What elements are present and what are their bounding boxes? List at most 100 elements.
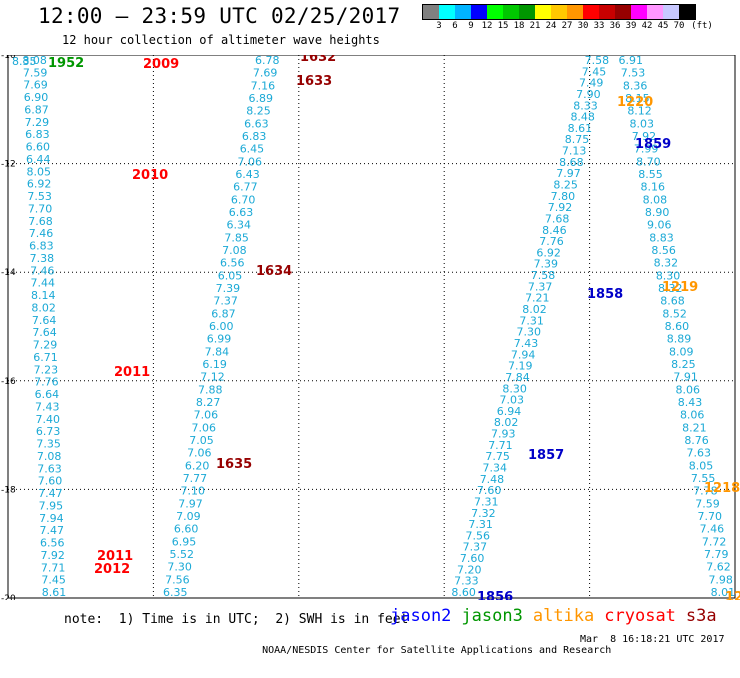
legend-label: 21 xyxy=(529,21,541,31)
pass-time-label: 2009 xyxy=(143,57,179,72)
pass-time-label: 2011 xyxy=(114,365,150,380)
wave-height-value: 8.46 xyxy=(542,224,567,237)
wave-height-value: 8.12 xyxy=(627,105,652,118)
legend-unit: (ft) xyxy=(691,21,713,31)
wave-height-value: 8.25 xyxy=(553,179,578,192)
wave-height-value: 8.61 xyxy=(42,586,67,599)
wave-height-value: 7.93 xyxy=(491,428,516,441)
pass-time-label: 1856 xyxy=(477,590,513,600)
wave-height-value: 7.97 xyxy=(556,167,581,180)
legend-swatch xyxy=(615,5,631,19)
legend-label: 12 xyxy=(481,21,493,31)
wave-height-value: 7.06 xyxy=(238,155,263,168)
wave-height-value: 8.68 xyxy=(660,295,685,308)
wave-height-value: 6.90 xyxy=(24,91,49,104)
credit-source: NOAA/NESDIS Center for Satellite Applica… xyxy=(262,645,612,656)
wave-height-value: 7.60 xyxy=(460,552,485,565)
wave-height-value: 7.35 xyxy=(36,438,61,451)
legend-swatch xyxy=(455,5,471,19)
wave-height-value: 7.71 xyxy=(41,561,66,574)
wave-height-value: 7.08 xyxy=(222,244,247,257)
wave-height-value: 8.48 xyxy=(570,111,595,124)
legend-label: 27 xyxy=(561,21,573,31)
wave-height-value: 7.37 xyxy=(463,541,488,554)
pass-time-label: 2010 xyxy=(132,168,168,183)
wave-height-value: 6.44 xyxy=(26,153,51,166)
wave-height-value: 6.77 xyxy=(233,181,258,194)
wave-height-value: 7.44 xyxy=(31,277,56,290)
wave-height-value: 7.84 xyxy=(505,371,530,384)
legend-label: 42 xyxy=(641,21,653,31)
wave-height-value: 7.69 xyxy=(23,79,48,92)
wave-height-value: 7.78 xyxy=(693,485,718,498)
wave-height-value: 7.45 xyxy=(41,574,66,587)
wave-height-value: 7.91 xyxy=(673,371,698,384)
wave-height-value: 6.87 xyxy=(211,307,236,320)
wave-height-value: 8.90 xyxy=(645,206,670,219)
legend-swatch xyxy=(567,5,583,19)
wave-height-value: 7.84 xyxy=(205,345,230,358)
wave-height-value: 8.32 xyxy=(654,257,679,270)
credit-timestamp: Mar 8 16:18:21 UTC 2017 xyxy=(580,634,725,645)
wave-height-value: 8.70 xyxy=(636,155,661,168)
wave-height-value: 8.08 xyxy=(643,193,668,206)
wave-height-value: 7.45 xyxy=(582,65,607,78)
wave-height-value: 6.73 xyxy=(36,425,61,438)
legend-swatch xyxy=(679,5,695,19)
wave-height-value: 7.79 xyxy=(704,548,729,561)
map-subtitle: 12 hour collection of altimeter wave hei… xyxy=(62,33,380,47)
legend-swatch xyxy=(631,5,647,19)
wave-height-value: 7.09 xyxy=(176,510,201,523)
legend-swatch xyxy=(551,5,567,19)
wave-height-value: 7.70 xyxy=(28,202,53,215)
pass-time-label: 1859 xyxy=(635,137,671,152)
legend-swatch xyxy=(503,5,519,19)
altimeter-map: 12:00 – 23:59 UTC 02/25/2017 12 hour col… xyxy=(1,4,740,656)
wave-height-value: 7.59 xyxy=(695,497,720,510)
pass-time-label: 1858 xyxy=(587,287,623,302)
wave-height-value: 8.43 xyxy=(678,396,703,409)
wave-height-value: 8.09 xyxy=(669,345,694,358)
legend-label: 3 xyxy=(436,21,442,31)
wave-height-value: 7.68 xyxy=(545,212,570,225)
wave-height-value: 7.60 xyxy=(38,475,63,488)
wave-height-value: 7.40 xyxy=(35,413,60,426)
legend-swatch xyxy=(535,5,551,19)
wave-height-value: 7.63 xyxy=(687,447,712,460)
wave-height-value: 6.83 xyxy=(25,128,50,141)
legend-label: 6 xyxy=(452,21,458,31)
map-frame xyxy=(7,55,736,599)
satellite-name: cryosat xyxy=(604,606,676,626)
wave-height-value: 8.61 xyxy=(568,122,593,135)
wave-height-value: 7.30 xyxy=(167,561,192,574)
wave-height-value: 7.71 xyxy=(488,439,513,452)
credit-line: NOAA/NESDIS Center for Satellite Applica… xyxy=(238,634,724,678)
wave-height-value: 6.64 xyxy=(35,388,60,401)
legend-label: 39 xyxy=(625,21,637,31)
wave-height-value: 7.64 xyxy=(32,326,57,339)
wave-height-value: 7.58 xyxy=(585,55,610,67)
wave-height-value: 6.89 xyxy=(248,92,273,105)
wave-height-value: 6.63 xyxy=(244,117,269,130)
map-plot-area: -105-102-99-96-93-90-10-12-14-16-18-208.… xyxy=(1,55,740,600)
wave-height-value: 7.31 xyxy=(474,495,499,508)
wave-height-value: 7.94 xyxy=(511,348,536,361)
legend-swatches xyxy=(422,4,696,20)
y-tick-label: -16 xyxy=(1,377,16,387)
legend-swatch xyxy=(439,5,455,19)
wave-height-value: 7.19 xyxy=(508,360,533,373)
wave-height-value: 7.56 xyxy=(165,573,190,586)
wave-height-value: 8.02 xyxy=(494,416,519,429)
wave-height-value: 5.52 xyxy=(170,548,195,561)
wave-height-value: 7.43 xyxy=(514,337,539,350)
wave-height-value: 8.30 xyxy=(502,382,527,395)
y-tick-label: -20 xyxy=(1,594,16,600)
wave-height-value: 8.27 xyxy=(196,396,221,409)
wave-height-value: 6.99 xyxy=(207,333,232,346)
wave-height-value: 6.78 xyxy=(255,55,280,67)
wave-height-value: 8.06 xyxy=(680,409,705,422)
y-tick-label: -18 xyxy=(1,485,16,495)
wave-height-value: 7.97 xyxy=(178,497,203,510)
wave-height-value: 8.75 xyxy=(565,133,590,146)
wave-height-value: 7.10 xyxy=(181,485,206,498)
